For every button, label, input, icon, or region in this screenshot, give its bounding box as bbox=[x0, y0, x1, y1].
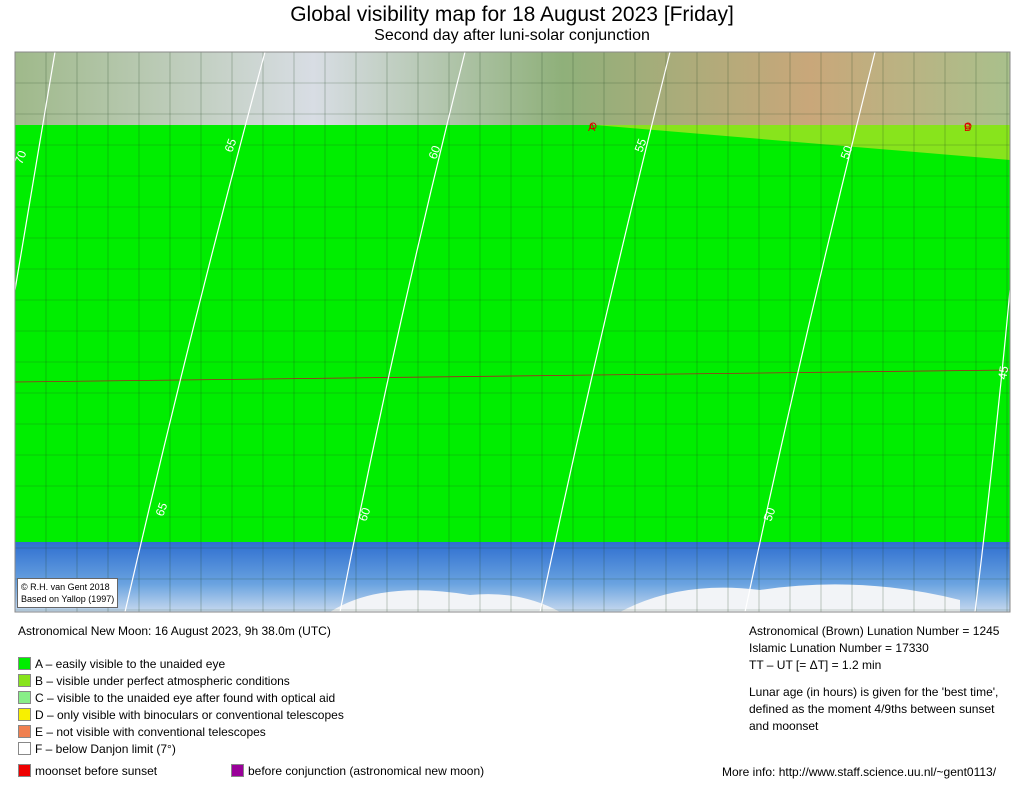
label: before conjunction (astronomical new moo… bbox=[248, 764, 485, 778]
contour-label: 60 bbox=[426, 143, 444, 161]
contour-label: 50 bbox=[761, 505, 779, 523]
swatch bbox=[18, 742, 31, 755]
legend-item: E – not visible with conventional telesc… bbox=[18, 725, 266, 739]
swatch bbox=[18, 708, 31, 721]
swatch bbox=[18, 674, 31, 687]
legend-label: A – easily visible to the unaided eye bbox=[35, 657, 226, 671]
contour bbox=[539, 51, 671, 613]
subtitle: Second day after luni-solar conjunction bbox=[374, 27, 650, 44]
contour bbox=[124, 51, 266, 613]
label: moonset before sunset bbox=[35, 764, 158, 778]
more-info: More info: http://www.staff.science.uu.n… bbox=[722, 765, 997, 779]
contour-label: 60 bbox=[356, 505, 374, 523]
contour-labels: 70 65 60 55 50 45 65 60 50 bbox=[12, 136, 1012, 523]
contour bbox=[974, 289, 1011, 613]
title: Global visibility map for 18 August 2023… bbox=[290, 3, 734, 26]
swatch bbox=[18, 764, 31, 777]
legend-label: D – only visible with binoculars or conv… bbox=[35, 708, 344, 722]
contour-label: 65 bbox=[222, 136, 240, 154]
contour-label: 70 bbox=[12, 148, 30, 166]
point-label: A bbox=[588, 122, 596, 134]
contour-label: 50 bbox=[838, 143, 856, 161]
legend-item: C – visible to the unaided eye after fou… bbox=[18, 691, 335, 705]
contour-label: 55 bbox=[632, 136, 650, 154]
contour-label: 65 bbox=[153, 500, 171, 518]
map-frame bbox=[14, 51, 1011, 613]
map: 70 65 60 55 50 45 65 60 50 A B bbox=[12, 51, 1012, 613]
contour bbox=[14, 51, 56, 291]
zone-a bbox=[15, 125, 1010, 542]
lunar-age: Lunar age (in hours) is given for the 'b… bbox=[749, 685, 999, 733]
north-band bbox=[15, 52, 1010, 125]
legend-label: E – not visible with conventional telesc… bbox=[35, 725, 266, 739]
point-marker bbox=[964, 122, 972, 130]
legend-label: F – below Danjon limit (7°) bbox=[35, 742, 176, 756]
islamic-lunation: Islamic Lunation Number = 17330 bbox=[749, 641, 929, 655]
antarctica bbox=[330, 584, 960, 612]
point-marker bbox=[589, 122, 597, 130]
legend-label: B – visible under perfect atmospheric co… bbox=[35, 674, 290, 688]
credit-line: Based on Yallop (1997) bbox=[21, 594, 115, 604]
credit: © R.H. van Gent 2018 Based on Yallop (19… bbox=[17, 578, 119, 608]
zone-b bbox=[595, 125, 1010, 160]
brown-lunation: Astronomical (Brown) Lunation Number = 1… bbox=[749, 624, 1000, 638]
contours bbox=[14, 51, 1011, 613]
swatch bbox=[18, 657, 31, 670]
contour bbox=[744, 51, 876, 613]
point-label: B bbox=[964, 122, 971, 134]
swatch bbox=[18, 691, 31, 704]
footer-moonset: moonset before sunset bbox=[18, 764, 157, 778]
new-moon: Astronomical New Moon: 16 August 2023, 9… bbox=[18, 624, 331, 638]
legend-item: B – visible under perfect atmospheric co… bbox=[18, 674, 290, 688]
swatch bbox=[231, 764, 244, 777]
delta-t: TT – UT [= ΔT] = 1.2 min bbox=[749, 658, 882, 672]
credit-line: © R.H. van Gent 2018 bbox=[21, 582, 110, 592]
swatch bbox=[18, 725, 31, 738]
contour-label: 45 bbox=[995, 365, 1011, 381]
contour bbox=[339, 51, 466, 613]
legend-item: F – below Danjon limit (7°) bbox=[18, 742, 176, 756]
legend-item: A – easily visible to the unaided eye bbox=[18, 657, 225, 671]
legend-label: C – visible to the unaided eye after fou… bbox=[35, 691, 336, 705]
legend-item: D – only visible with binoculars or conv… bbox=[18, 708, 344, 722]
footer-before: before conjunction (astronomical new moo… bbox=[231, 764, 484, 778]
